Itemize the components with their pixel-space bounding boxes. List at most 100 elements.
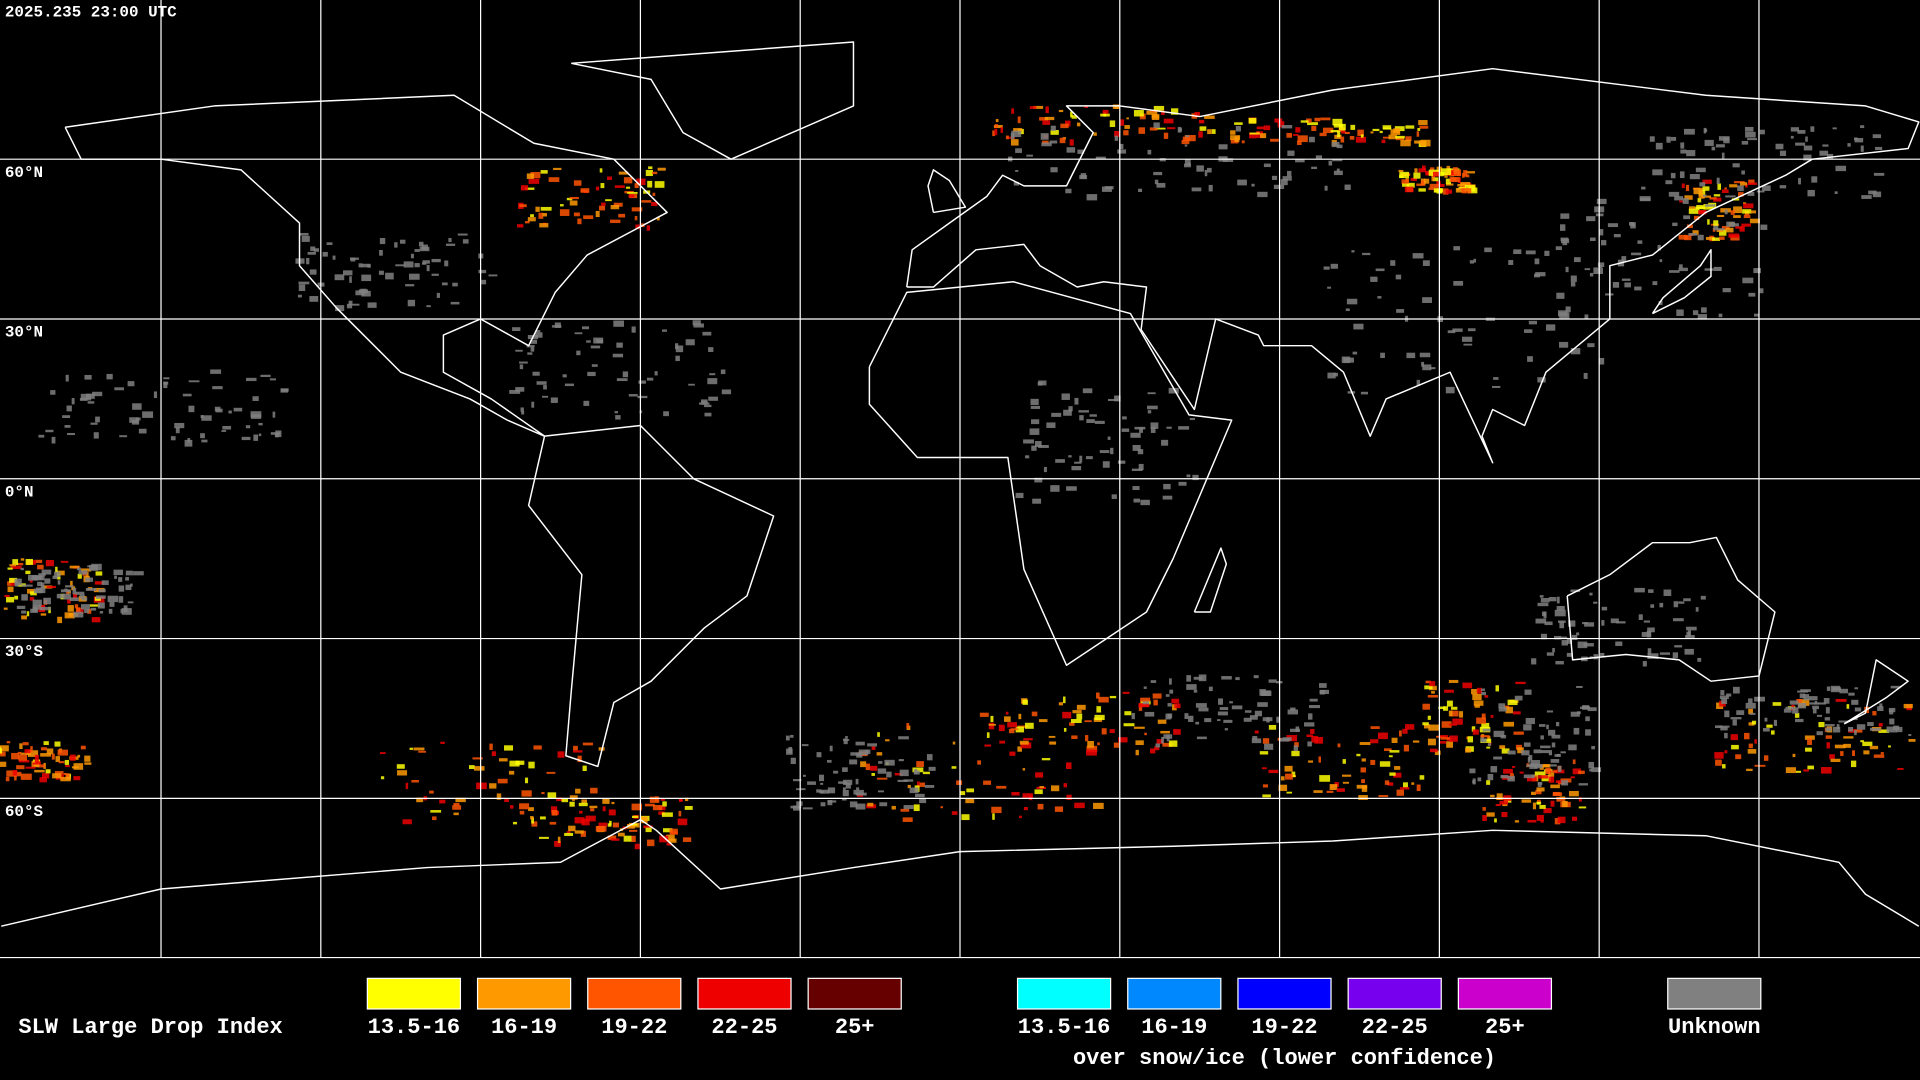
cloud-patch: [1370, 276, 1378, 282]
cloud-patch: [1113, 742, 1120, 748]
cloud-patch: [1748, 722, 1755, 726]
cloud-patch: [1162, 495, 1173, 500]
cloud-patch: [1309, 705, 1321, 709]
cloud-patch: [98, 588, 106, 593]
cloud-patch: [69, 565, 80, 569]
cloud-patch: [1433, 171, 1440, 177]
cloud-patch: [36, 587, 46, 594]
cloud-patch: [1198, 674, 1207, 682]
cloud-patch: [520, 185, 529, 191]
cloud-patch: [528, 178, 540, 184]
cloud-patch: [1566, 652, 1573, 657]
cloud-patch: [1453, 246, 1461, 251]
cloud-patch: [26, 611, 30, 617]
cloud-patch: [1856, 724, 1866, 730]
cloud-patch: [1668, 191, 1680, 197]
cloud-patch: [24, 749, 31, 754]
cloud-patch: [1153, 105, 1165, 111]
cloud-patch: [1748, 708, 1753, 715]
cloud-patch: [1082, 388, 1093, 394]
cloud-patch: [77, 754, 81, 758]
cloud-patch: [611, 838, 620, 841]
cloud-patch: [45, 429, 54, 433]
cloud-patch: [536, 381, 547, 385]
cloud-patch: [1530, 760, 1540, 767]
cloud-patch: [1319, 775, 1331, 782]
cloud-patch: [634, 215, 638, 221]
cloud-patch: [1070, 111, 1073, 118]
cloud-patch: [1548, 752, 1553, 756]
cloud-patch: [1167, 127, 1176, 130]
cloud-patch: [1156, 739, 1164, 744]
cloud-patch: [1388, 134, 1397, 140]
cloud-patch: [1493, 730, 1505, 738]
cloud-patch: [1641, 632, 1651, 637]
cloud-patch: [12, 559, 19, 566]
cloud-patch: [1102, 461, 1110, 468]
cloud-patch: [1731, 198, 1740, 201]
cloud-patch: [97, 602, 105, 609]
cloud-patch: [1204, 169, 1208, 177]
cloud-patch: [1550, 800, 1555, 807]
cloud-patch: [1161, 110, 1165, 116]
cloud-patch: [618, 171, 629, 175]
cloud-patch: [1295, 127, 1301, 133]
cloud-patch: [1178, 481, 1187, 486]
cloud-patch: [1171, 698, 1180, 704]
cloud-patch: [1830, 685, 1841, 693]
cloud-patch: [1889, 709, 1894, 715]
cloud-patch: [1515, 681, 1526, 685]
cloud-patch: [1018, 713, 1022, 720]
cloud-patch: [1109, 695, 1117, 699]
cloud-patch: [1087, 740, 1094, 748]
cloud-patch: [590, 345, 601, 349]
cloud-patch: [853, 789, 864, 795]
cloud-patch: [1514, 695, 1523, 701]
cloud-patch: [1556, 753, 1561, 757]
cloud-patch: [1032, 498, 1042, 504]
cloud-patch: [1008, 729, 1015, 734]
cloud-patch: [153, 391, 158, 399]
legend-label: 25+: [1485, 1015, 1525, 1040]
cloud-patch: [1552, 792, 1563, 796]
cloud-patch: [1015, 492, 1024, 499]
cloud-patch: [998, 724, 1005, 732]
cloud-patch: [525, 221, 530, 224]
cloud-patch: [6, 596, 15, 603]
cloud-patch: [1529, 763, 1538, 769]
cloud-patch: [1500, 734, 1507, 739]
cloud-patch: [651, 202, 658, 206]
cloud-patch: [1576, 685, 1583, 688]
cloud-patch: [1736, 710, 1745, 715]
cloud-patch: [1546, 324, 1556, 331]
cloud-patch: [1908, 734, 1912, 736]
cloud-patch: [25, 766, 36, 769]
cloud-patch: [526, 173, 535, 179]
cloud-patch: [1733, 215, 1741, 218]
cloud-patch: [1688, 233, 1698, 236]
cloud-patch: [891, 805, 896, 810]
cloud-patch: [1077, 149, 1085, 154]
cloud-patch: [525, 187, 535, 190]
cloud-patch: [591, 364, 598, 367]
cloud-patch: [1719, 695, 1729, 700]
cloud-patch: [1541, 611, 1547, 617]
cloud-patch: [827, 800, 833, 806]
cloud-patch: [1550, 784, 1560, 789]
cloud-patch: [1836, 724, 1840, 729]
cloud-patch: [1249, 132, 1257, 139]
cloud-patch: [1110, 447, 1114, 455]
cloud-patch: [1449, 176, 1460, 183]
cloud-patch: [562, 374, 567, 378]
cloud-patch: [1163, 118, 1174, 124]
cloud-patch: [842, 790, 849, 797]
cloud-patch: [1535, 618, 1547, 624]
cloud-patch: [1779, 150, 1787, 156]
cloud-patch: [1218, 144, 1228, 150]
cloud-patch: [1336, 168, 1340, 172]
cloud-patch: [1403, 744, 1409, 752]
cloud-patch: [1423, 724, 1430, 729]
cloud-patch: [1314, 117, 1321, 122]
cloud-patch: [1725, 227, 1734, 233]
cloud-patch: [481, 279, 487, 285]
